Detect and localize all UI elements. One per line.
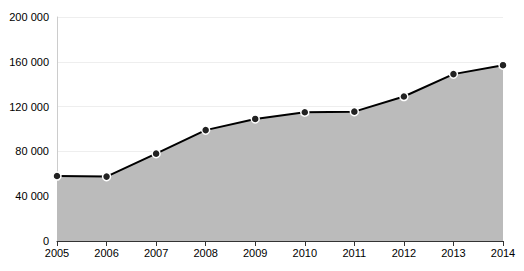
svg-text:2012: 2012 [392,247,416,259]
svg-text:200 000: 200 000 [9,11,49,23]
svg-text:2010: 2010 [293,247,317,259]
svg-text:2005: 2005 [45,247,69,259]
svg-text:2014: 2014 [491,247,515,259]
svg-text:160 000: 160 000 [9,56,49,68]
svg-text:40 000: 40 000 [15,190,49,202]
svg-text:2008: 2008 [193,247,217,259]
svg-text:2011: 2011 [343,247,367,259]
svg-text:120 000: 120 000 [9,101,49,113]
svg-text:2006: 2006 [94,247,118,259]
svg-text:2009: 2009 [243,247,267,259]
svg-text:80 000: 80 000 [15,145,49,157]
svg-text:2013: 2013 [441,247,465,259]
svg-text:0: 0 [43,235,49,247]
svg-text:2007: 2007 [144,247,168,259]
